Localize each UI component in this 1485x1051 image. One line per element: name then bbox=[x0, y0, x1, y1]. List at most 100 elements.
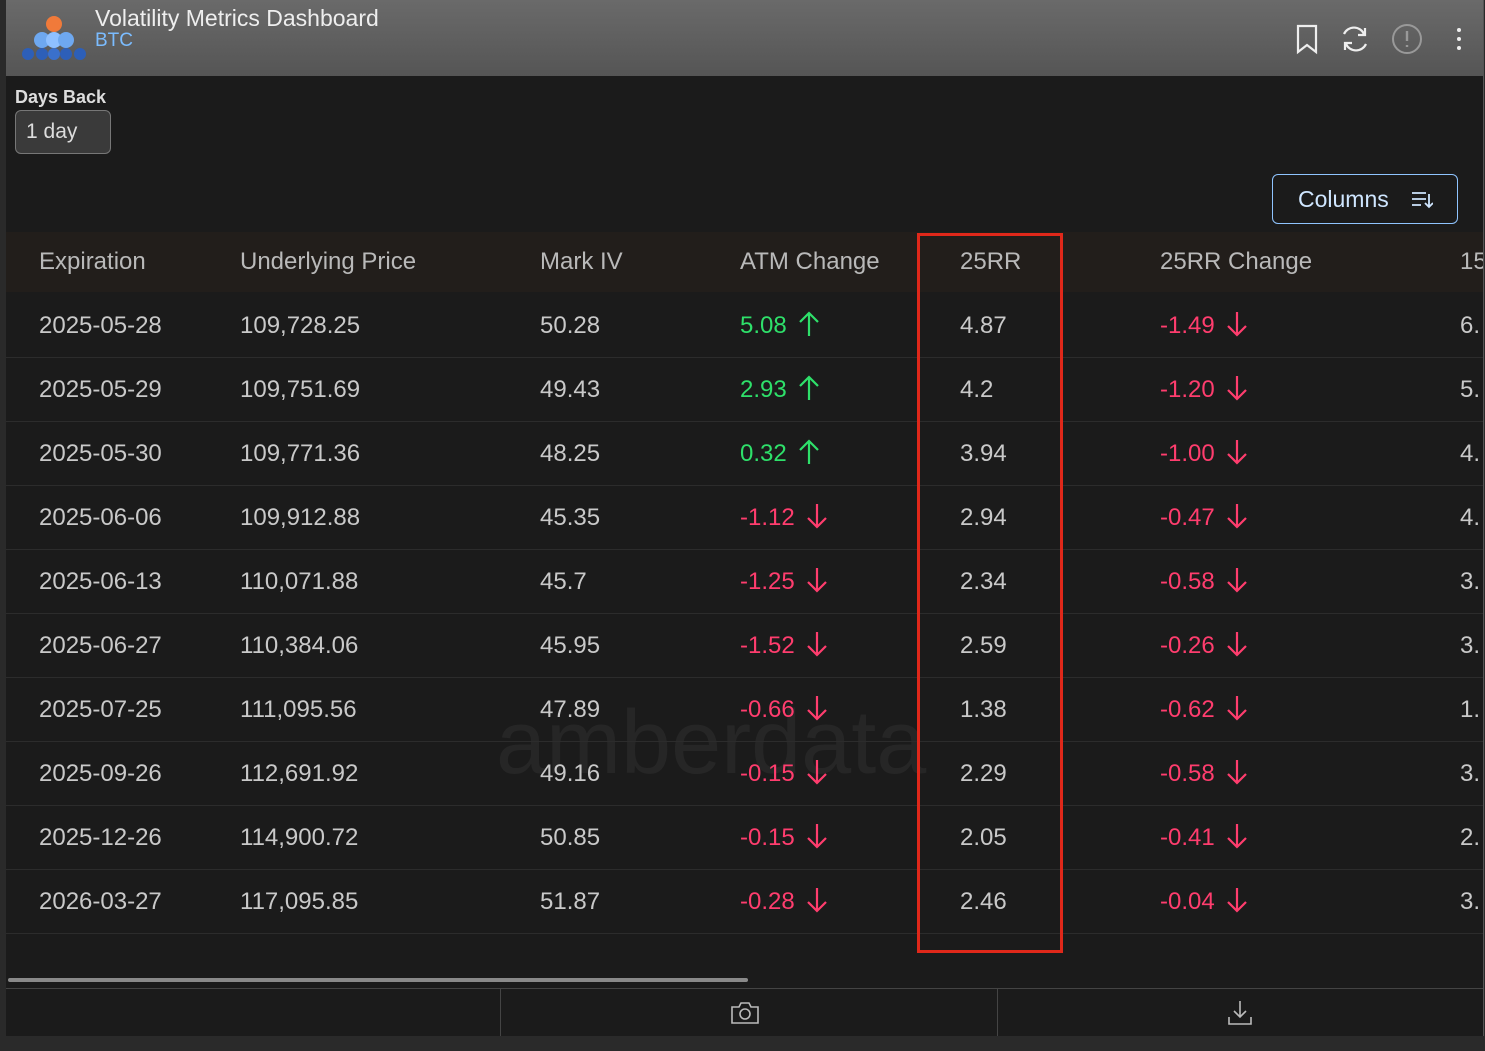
change-cell: -0.62 bbox=[1160, 696, 1215, 723]
cell: 109,751.69 bbox=[240, 376, 361, 403]
days-select[interactable]: 1 day bbox=[15, 110, 111, 154]
subtitle: BTC bbox=[95, 30, 133, 51]
change-cell: -0.04 bbox=[1160, 888, 1215, 915]
cell: 48.25 bbox=[540, 440, 601, 467]
cell: 2.05 bbox=[960, 824, 1007, 851]
column-header: 25RR Change bbox=[1160, 248, 1313, 275]
cell: 3. bbox=[1460, 632, 1481, 659]
arrow-up bbox=[798, 311, 819, 336]
table: amberdata Expiration Underlying Price Mark… bbox=[6, 232, 1483, 942]
arrow-up bbox=[798, 439, 819, 464]
column-header: 25RR bbox=[960, 248, 1022, 275]
arrow-down bbox=[1226, 632, 1247, 657]
header-bar: Volatility Metrics Dashboard BTC bbox=[6, 0, 1483, 76]
change-cell: -0.28 bbox=[740, 888, 795, 915]
cell: 2.94 bbox=[960, 504, 1007, 531]
change-cell: -1.00 bbox=[1160, 440, 1215, 467]
cell: 2025-05-29 bbox=[39, 376, 162, 403]
change-cell: 2.93 bbox=[740, 376, 787, 403]
cell: 2. bbox=[1460, 824, 1481, 851]
cell: 109,728.25 bbox=[240, 312, 361, 339]
download-icon[interactable] bbox=[1226, 999, 1254, 1027]
cell: 1. bbox=[1460, 696, 1481, 723]
header-icons[interactable] bbox=[1290, 22, 1480, 56]
change-cell: -1.25 bbox=[740, 568, 795, 595]
arrow-down bbox=[806, 760, 827, 785]
cell: 3. bbox=[1460, 760, 1481, 787]
change-cell: -0.47 bbox=[1160, 504, 1215, 531]
cell: 2025-06-13 bbox=[39, 568, 162, 595]
scrollbar[interactable] bbox=[8, 978, 748, 982]
change-cell: -0.66 bbox=[740, 696, 795, 723]
row-divider bbox=[6, 741, 1483, 742]
column-header: ATM Change bbox=[740, 248, 880, 275]
cell: 117,095.85 bbox=[240, 888, 359, 915]
change-cell: -0.58 bbox=[1160, 568, 1215, 595]
change-cell: -1.52 bbox=[740, 632, 795, 659]
cell: 51.87 bbox=[540, 888, 601, 915]
cell: 45.95 bbox=[540, 632, 601, 659]
cell: 49.43 bbox=[540, 376, 601, 403]
column-header: Underlying Price bbox=[240, 248, 417, 275]
footer bbox=[6, 988, 1483, 1036]
cell: 109,771.36 bbox=[240, 440, 361, 467]
row-divider bbox=[6, 869, 1483, 870]
cell: 50.85 bbox=[540, 824, 601, 851]
watermark: amberdata bbox=[496, 693, 927, 793]
row-divider bbox=[6, 421, 1483, 422]
cell: 49.16 bbox=[540, 760, 601, 787]
cell: 109,912.88 bbox=[240, 504, 361, 531]
cell: 3. bbox=[1460, 888, 1481, 915]
column-header: Expiration bbox=[39, 248, 146, 275]
arrow-down bbox=[806, 696, 827, 721]
title: Volatility Metrics Dashboard bbox=[95, 5, 379, 31]
cell: 4. bbox=[1460, 504, 1481, 531]
column-header: 15 bbox=[1460, 248, 1483, 275]
cell: 4.2 bbox=[960, 376, 994, 403]
cell: 4. bbox=[1460, 440, 1481, 467]
cell: 110,071.88 bbox=[240, 568, 359, 595]
row-divider bbox=[6, 357, 1483, 358]
arrow-down bbox=[1226, 824, 1247, 849]
column-header: Mark IV bbox=[540, 248, 623, 275]
logo bbox=[22, 16, 86, 60]
cell: 5. bbox=[1460, 376, 1481, 403]
change-cell: -1.20 bbox=[1160, 376, 1215, 403]
cell: 45.35 bbox=[540, 504, 601, 531]
arrow-down bbox=[1226, 504, 1247, 529]
change-cell: -0.26 bbox=[1160, 632, 1215, 659]
arrow-down bbox=[806, 632, 827, 657]
arrow-down bbox=[806, 824, 827, 849]
dashboard: Volatility Metrics Dashboard BTC Days Ba… bbox=[6, 0, 1484, 1036]
cell: 47.89 bbox=[540, 696, 601, 723]
header-row bbox=[6, 232, 1483, 292]
cell: 2025-06-27 bbox=[39, 632, 162, 659]
arrow-down bbox=[1226, 568, 1247, 593]
cell: 2025-07-25 bbox=[39, 696, 162, 723]
cell: 111,095.56 bbox=[240, 696, 357, 723]
cell: 45.7 bbox=[540, 568, 587, 595]
cell: 6. bbox=[1460, 312, 1481, 339]
columns-button[interactable]: Columns bbox=[1272, 174, 1458, 224]
cell: 4.87 bbox=[960, 312, 1007, 339]
change-cell: -1.12 bbox=[740, 504, 795, 531]
cell: 112,691.92 bbox=[240, 760, 359, 787]
arrow-down bbox=[806, 568, 827, 593]
change-cell: -1.49 bbox=[1160, 312, 1215, 339]
camera-icon[interactable] bbox=[730, 1001, 760, 1025]
columns-label: Columns bbox=[1298, 186, 1389, 212]
cell: 110,384.06 bbox=[240, 632, 359, 659]
cell: 3.94 bbox=[960, 440, 1007, 467]
arrow-down bbox=[806, 888, 827, 913]
cell: 2025-12-26 bbox=[39, 824, 162, 851]
change-cell: -0.15 bbox=[740, 760, 795, 787]
row-divider bbox=[6, 677, 1483, 678]
arrow-down bbox=[1226, 760, 1247, 785]
change-cell: 5.08 bbox=[740, 312, 787, 339]
cell: 1.38 bbox=[960, 696, 1007, 723]
row-divider bbox=[6, 613, 1483, 614]
cell: 2025-06-06 bbox=[39, 504, 162, 531]
cell: 2.59 bbox=[960, 632, 1007, 659]
row-divider bbox=[6, 549, 1483, 550]
cell: 50.28 bbox=[540, 312, 601, 339]
